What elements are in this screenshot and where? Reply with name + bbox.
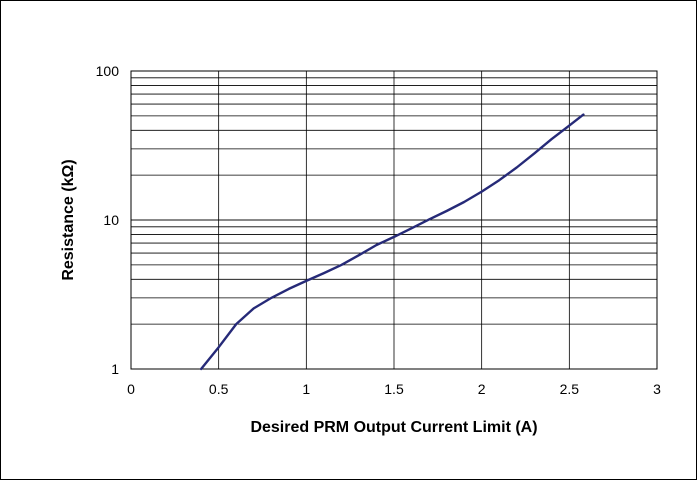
x-tick-label: 1.5 xyxy=(384,381,404,397)
y-tick-label: 100 xyxy=(96,63,120,79)
x-tick-label: 3 xyxy=(653,381,661,397)
y-tick-label: 10 xyxy=(103,212,119,228)
series-layer xyxy=(199,113,585,371)
tick-labels: 0 0.5 1 1.5 2 2.5 3 1 10 100 xyxy=(96,63,661,397)
x-tick-label: 0.5 xyxy=(209,381,229,397)
x-tick-label: 2 xyxy=(478,381,486,397)
y-tick-label: 1 xyxy=(111,361,119,377)
grid-lines xyxy=(130,70,658,370)
plot-border xyxy=(130,70,658,370)
data-series-line xyxy=(199,113,585,371)
x-tick-label: 0 xyxy=(127,381,135,397)
x-tick-label: 1 xyxy=(302,381,310,397)
x-axis-label: Desired PRM Output Current Limit (A) xyxy=(250,419,537,436)
y-axis-label: Resistance (kΩ) xyxy=(60,159,77,280)
x-tick-label: 2.5 xyxy=(560,381,580,397)
